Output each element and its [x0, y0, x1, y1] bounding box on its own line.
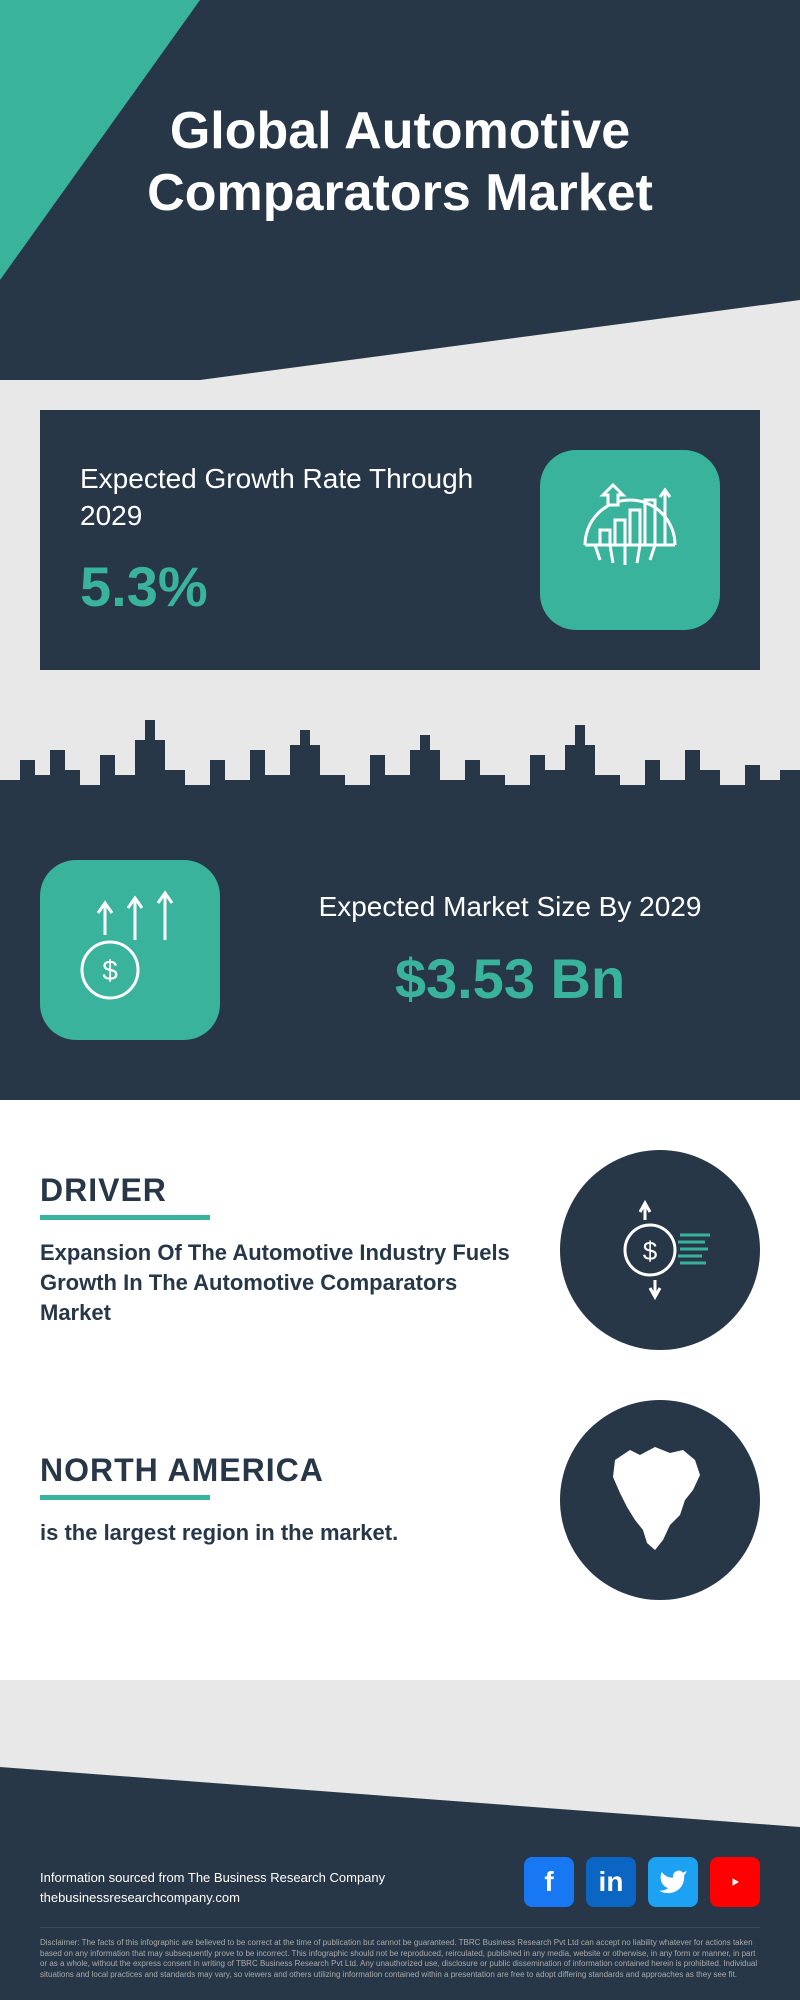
source-line-2: thebusinessresearchcompany.com: [40, 1888, 385, 1908]
north-america-map-icon: [560, 1400, 760, 1600]
growth-rate-value: 5.3%: [80, 554, 540, 619]
driver-underline: [40, 1215, 210, 1220]
header: Global Automotive Comparators Market: [0, 0, 800, 380]
growth-rate-label: Expected Growth Rate Through 2029: [80, 461, 540, 534]
skyline-divider: [0, 700, 800, 820]
growth-chart-icon: [540, 450, 720, 630]
market-size-text: Expected Market Size By 2029 $3.53 Bn: [260, 889, 760, 1010]
driver-title: DRIVER: [40, 1172, 530, 1209]
twitter-icon[interactable]: [648, 1857, 698, 1907]
info-section: DRIVER Expansion Of The Automotive Indus…: [0, 1100, 800, 1680]
market-size-label: Expected Market Size By 2029: [260, 889, 760, 925]
driver-text-block: DRIVER Expansion Of The Automotive Indus…: [40, 1172, 530, 1327]
driver-description: Expansion Of The Automotive Industry Fue…: [40, 1238, 530, 1327]
market-size-value: $3.53 Bn: [260, 946, 760, 1011]
region-text-block: NORTH AMERICA is the largest region in t…: [40, 1452, 530, 1548]
footer-top-row: Information sourced from The Business Re…: [40, 1857, 760, 1907]
region-underline: [40, 1495, 210, 1500]
page-title: Global Automotive Comparators Market: [0, 100, 800, 225]
linkedin-icon[interactable]: in: [586, 1857, 636, 1907]
driver-icon: $: [560, 1150, 760, 1350]
social-icons: f in: [524, 1857, 760, 1907]
youtube-icon[interactable]: [710, 1857, 760, 1907]
svg-text:$: $: [643, 1236, 658, 1266]
footer-source: Information sourced from The Business Re…: [40, 1868, 385, 1907]
region-row: NORTH AMERICA is the largest region in t…: [40, 1400, 760, 1600]
header-bottom-triangle: [200, 300, 800, 380]
market-size-card: $ Expected Market Size By 2029 $3.53 Bn: [0, 820, 800, 1100]
dollar-arrows-icon: $: [40, 860, 220, 1040]
svg-text:$: $: [102, 955, 118, 986]
growth-rate-card: Expected Growth Rate Through 2029 5.3%: [40, 410, 760, 670]
footer: Information sourced from The Business Re…: [0, 1827, 800, 2000]
facebook-icon[interactable]: f: [524, 1857, 574, 1907]
footer-triangle: [0, 1767, 800, 1827]
source-line-1: Information sourced from The Business Re…: [40, 1868, 385, 1888]
disclaimer-text: Disclaimer: The facts of this infographi…: [40, 1927, 760, 1980]
region-description: is the largest region in the market.: [40, 1518, 530, 1548]
growth-rate-text: Expected Growth Rate Through 2029 5.3%: [80, 461, 540, 619]
driver-row: DRIVER Expansion Of The Automotive Indus…: [40, 1150, 760, 1350]
region-title: NORTH AMERICA: [40, 1452, 530, 1489]
